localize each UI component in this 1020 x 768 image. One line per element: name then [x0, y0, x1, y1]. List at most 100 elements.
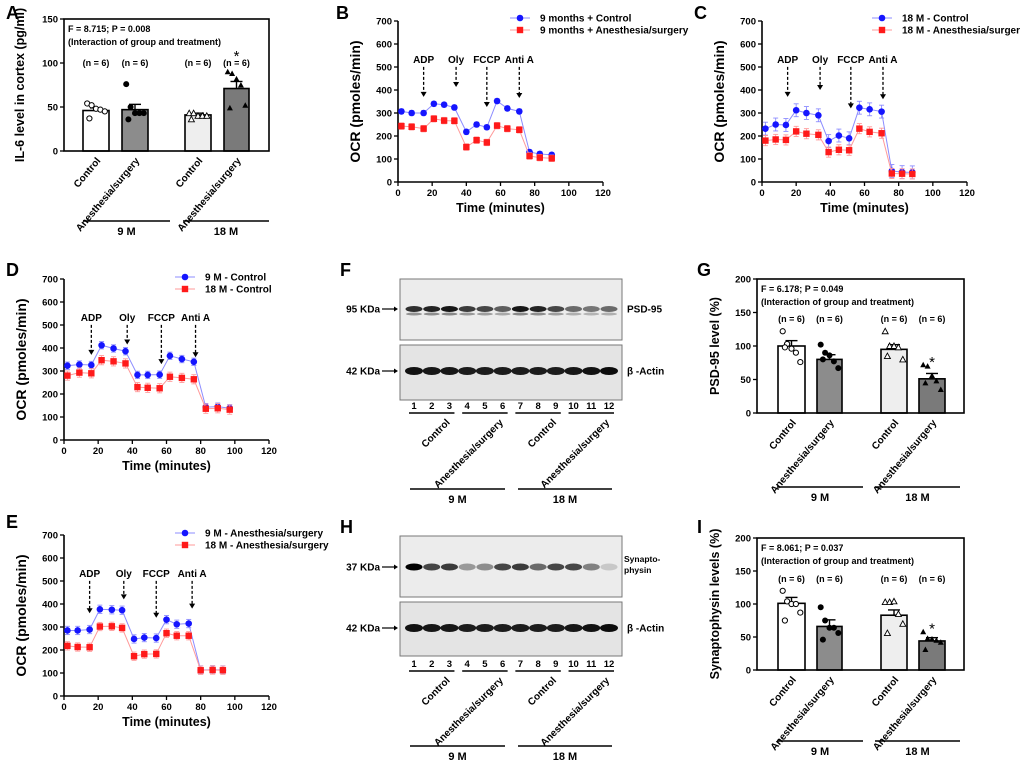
- data-point: [132, 110, 138, 117]
- bar: [82, 109, 110, 152]
- y-tick-label: 200: [735, 275, 751, 286]
- actin-band: [475, 367, 494, 375]
- y-tick-label: 50: [740, 633, 751, 644]
- y-tick-label: 300: [376, 109, 392, 120]
- y-tick-label: 100: [740, 155, 756, 166]
- target-band: [529, 563, 547, 571]
- legend-marker: [516, 26, 524, 34]
- data-point: [536, 154, 543, 161]
- y-tick-label: 0: [387, 178, 392, 189]
- data-point: [866, 106, 873, 113]
- data-point: [229, 70, 236, 77]
- data-point: [937, 386, 944, 393]
- data-point: [398, 122, 405, 130]
- actin-band: [529, 624, 548, 632]
- x-tick-label: 60: [161, 446, 172, 457]
- category-label: Anesthesia/surgery: [871, 418, 939, 497]
- arrow-head-icon: [453, 82, 460, 88]
- data-point: [430, 100, 438, 108]
- bar-chart-panel-A: (n = 6) Control (n = 6) Anesthesia/surgery (…: [13, 8, 270, 238]
- category-label: Control: [870, 418, 901, 452]
- data-point: [826, 352, 833, 359]
- data-point: [98, 341, 105, 349]
- data-point: [440, 101, 448, 109]
- y-tick-label: 400: [376, 86, 392, 97]
- actin-band: [600, 624, 618, 632]
- x-tick-label: 100: [925, 188, 941, 199]
- group-label: 18 M: [905, 492, 929, 504]
- injection-label: ADP: [777, 55, 798, 66]
- lane-number: 2: [429, 401, 434, 412]
- data-point: [88, 102, 95, 109]
- stat-annotation: F = 8.061; P = 0.037: [761, 543, 843, 553]
- category-label: Control: [870, 675, 901, 709]
- y-tick-label: 0: [746, 666, 751, 677]
- bar: [121, 108, 149, 152]
- y-axis-label: OCR (pmoles/min): [13, 298, 29, 420]
- x-tick-label: 100: [227, 446, 243, 457]
- data-point: [178, 355, 186, 363]
- arrow-head-icon: [516, 93, 523, 99]
- actin-band: [493, 624, 512, 632]
- data-point: [792, 106, 800, 114]
- data-point: [144, 371, 152, 379]
- x-tick-label: 60: [161, 702, 172, 713]
- data-point: [163, 630, 170, 637]
- data-point: [408, 109, 415, 117]
- data-point: [96, 623, 104, 630]
- target-band-lower: [476, 312, 493, 316]
- category-label: Anesthesia/surgery: [176, 156, 244, 235]
- actin-band: [440, 367, 459, 375]
- data-point: [203, 111, 211, 119]
- data-point: [108, 606, 116, 614]
- group-label: 9 M: [117, 226, 135, 238]
- actin-band: [582, 624, 601, 632]
- category-label: Control: [174, 156, 205, 190]
- data-point: [194, 111, 202, 119]
- x-tick-label: 80: [893, 188, 904, 199]
- data-point: [822, 349, 829, 356]
- target-band-lower: [530, 312, 547, 316]
- arrow-head-icon: [394, 368, 398, 374]
- x-tick-label: 60: [859, 188, 870, 199]
- legend-label: 9 M - Control: [205, 273, 266, 284]
- data-point: [899, 355, 907, 363]
- lane-group-label: Control: [526, 675, 559, 708]
- data-point: [420, 109, 427, 117]
- data-point: [856, 104, 863, 112]
- x-tick-label: 0: [395, 188, 400, 199]
- data-point: [451, 117, 458, 125]
- injection-label: Anti A: [505, 55, 534, 66]
- n-label: (n = 6): [816, 574, 843, 584]
- data-point: [788, 345, 795, 352]
- target-protein-label: PSD-95: [627, 305, 662, 316]
- data-point: [156, 385, 163, 392]
- n-label: (n = 6): [881, 574, 908, 584]
- y-tick-label: 100: [42, 669, 58, 680]
- y-tick-label: 600: [376, 40, 392, 51]
- age-group-label: 18 M: [553, 751, 577, 763]
- legend-label: 9 M - Anesthesia/surgery: [205, 529, 323, 540]
- panel-label: F: [340, 260, 351, 280]
- significance-star: *: [234, 48, 240, 65]
- lane-number: 10: [568, 401, 579, 412]
- y-tick-label: 200: [740, 132, 756, 143]
- data-point: [134, 371, 141, 379]
- data-point: [110, 345, 117, 352]
- data-point: [118, 606, 126, 614]
- data-point: [782, 136, 790, 144]
- n-label: (n = 6): [816, 314, 843, 324]
- data-point: [209, 666, 216, 674]
- x-tick-label: 120: [261, 702, 277, 713]
- data-point: [792, 128, 800, 135]
- target-band-lower: [423, 312, 440, 316]
- data-point: [214, 405, 221, 412]
- actin-kda-label: 42 KDa: [346, 367, 380, 378]
- panel-label: I: [697, 517, 702, 537]
- data-point: [762, 125, 769, 132]
- y-tick-label: 400: [740, 86, 756, 97]
- target-band: [423, 306, 441, 312]
- lane-number: 5: [482, 401, 488, 412]
- target-band: [511, 563, 529, 571]
